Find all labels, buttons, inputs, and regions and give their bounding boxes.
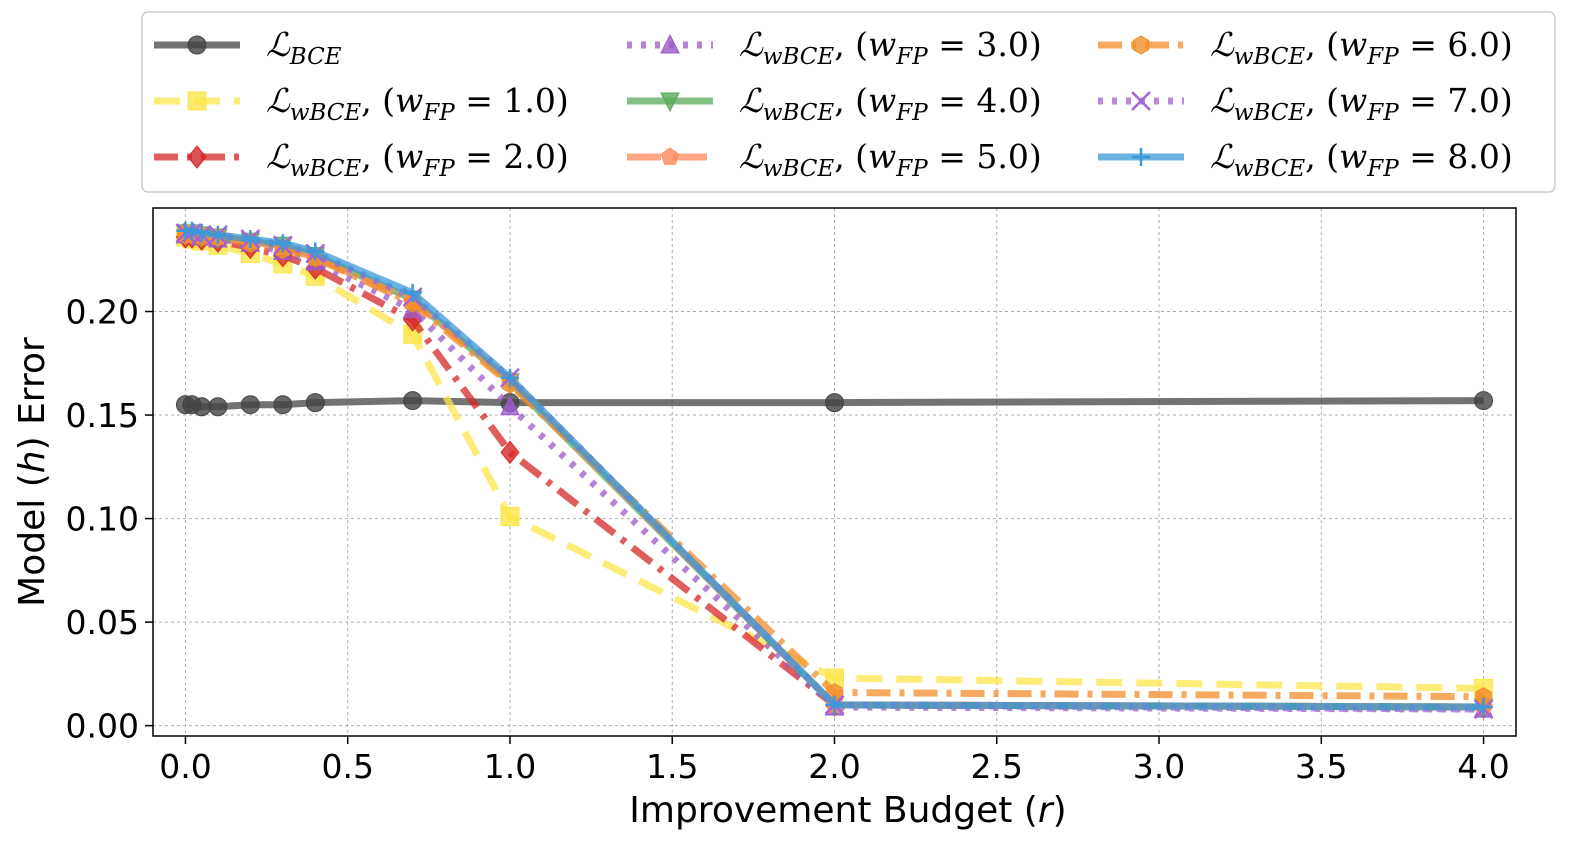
data-point [403,283,422,302]
data-point [241,230,260,249]
legend-marker [1131,91,1151,111]
data-point [1474,698,1493,717]
legend-entry: ℒwBCE, (wFP = 5.0) [627,137,1042,182]
legend-marker [1132,148,1150,166]
data-point [273,395,293,415]
legend-label: ℒwBCE, (wFP = 2.0) [266,137,569,182]
data-point [306,242,325,261]
legend-entry: ℒBCE [154,25,342,70]
legend-label: ℒwBCE, (wFP = 3.0) [739,25,1042,70]
legend-entry: ℒwBCE, (wFP = 2.0) [154,137,569,182]
legend-entry: ℒwBCE, (wFP = 7.0) [1098,81,1513,126]
legend-entry: ℒwBCE, (wFP = 3.0) [627,25,1042,70]
grid [153,208,1516,736]
x-tick-label: 0.0 [159,747,211,786]
data-point [192,397,212,417]
data-point [240,395,260,415]
data-point [1474,391,1494,411]
legend: ℒBCE ℒwBCE, (wFP = 1.0) ℒwBCE, (wFP = 2.0)… [141,11,1556,193]
legend-label: ℒwBCE, (wFP = 4.0) [739,81,1042,126]
legend-marker [660,147,680,165]
legend-marker [1132,35,1150,55]
x-tick-label: 1.5 [646,747,698,786]
legend-label: ℒwBCE, (wFP = 8.0) [1210,137,1513,182]
x-tick-label: 4.0 [1457,747,1509,786]
x-tick-label: 0.5 [321,747,373,786]
legend-marker [660,33,680,54]
data-point [305,393,325,413]
legend-label: ℒwBCE, (wFP = 7.0) [1210,81,1513,126]
legend-box [141,11,1556,193]
data-point [825,393,844,413]
data-point [500,507,520,527]
plot-border [152,207,1517,737]
y-axis-label: Model (h) Error [12,337,53,607]
data-point [500,368,519,387]
data-point [500,440,520,465]
legend-label: ℒwBCE, (wFP = 1.0) [266,81,569,126]
x-axis-label: Improvement Budget (r) [629,790,1066,831]
legend-label: ℒwBCE, (wFP = 5.0) [739,137,1042,182]
data-point [208,397,228,417]
legend-marker [187,35,207,55]
legend-marker [660,92,680,113]
series-8 [176,221,1493,717]
axes: 0.0 0.5 1.0 1.5 2.0 2.5 3.0 3.5 4.0 0.00 0.05 0.10 0… [66,207,1517,786]
y-tick-label: 0.15 [66,396,139,435]
x-tick-label: 1.0 [484,747,536,786]
legend-marker [187,145,207,169]
data-point [182,221,201,240]
legend-entry: ℒwBCE, (wFP = 1.0) [154,81,569,126]
legend-marker [187,91,207,111]
x-tick-label: 3.0 [1133,747,1185,786]
data-point [192,223,211,242]
legend-entry: ℒwBCE, (wFP = 8.0) [1098,137,1513,182]
y-tick-label: 0.05 [66,603,139,642]
y-tick-label: 0.10 [66,500,139,539]
legend-label: ℒwBCE, (wFP = 6.0) [1210,25,1513,70]
legend-entry: ℒwBCE, (wFP = 4.0) [627,81,1042,126]
legend-label: ℒBCE [266,25,342,70]
x-tick-label: 2.5 [971,747,1023,786]
data-point [500,395,520,416]
y-tick-label: 0.00 [66,707,139,746]
y-tick-label: 0.20 [66,293,139,332]
data-point [208,225,227,244]
data-point [403,391,423,411]
x-tick-label: 3.5 [1295,747,1347,786]
series-layer [175,221,1494,719]
data-point [825,695,844,714]
legend-entry: ℒwBCE, (wFP = 6.0) [1098,25,1513,70]
data-point [273,234,292,253]
x-tick-label: 2.0 [808,747,860,786]
